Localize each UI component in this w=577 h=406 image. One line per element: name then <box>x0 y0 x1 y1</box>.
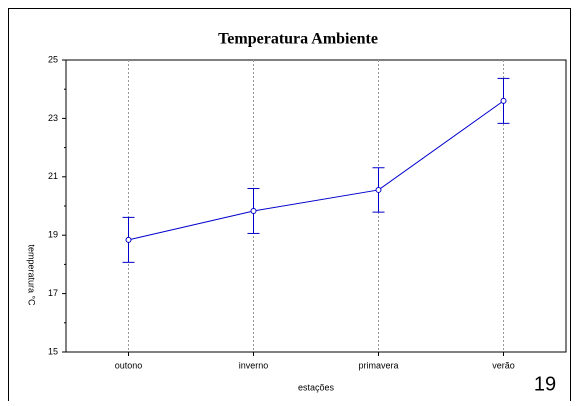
series-line <box>128 100 504 241</box>
x-tick-label: outono <box>115 360 143 370</box>
y-tick-label: 17 <box>48 288 58 298</box>
point <box>125 236 132 243</box>
x-tick-label: inverno <box>239 360 269 370</box>
y-tick-label: 15 <box>48 346 58 356</box>
slide-frame <box>8 8 571 406</box>
point <box>500 97 507 104</box>
y-tick-label: 23 <box>48 113 58 123</box>
page-number: 19 <box>534 373 556 395</box>
y-axis-label: temperatura °C <box>27 244 37 306</box>
plot-frame <box>65 59 567 353</box>
y-tick-label: 21 <box>48 171 58 181</box>
x-axis-label: estações <box>298 382 335 392</box>
y-tick-label: 25 <box>48 54 58 64</box>
x-tick-label: primavera <box>358 360 398 370</box>
point <box>250 207 257 214</box>
y-tick-label: 19 <box>48 230 58 240</box>
point <box>375 186 382 193</box>
chart-title: Temperatura Ambiente <box>218 31 378 48</box>
x-tick-label: verão <box>492 360 515 370</box>
